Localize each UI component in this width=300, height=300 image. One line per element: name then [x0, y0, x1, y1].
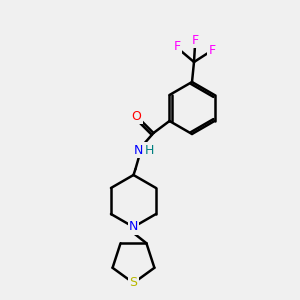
Text: F: F: [173, 40, 181, 53]
Text: S: S: [130, 277, 137, 290]
Text: O: O: [131, 110, 141, 122]
Text: N: N: [129, 220, 138, 233]
Text: F: F: [208, 44, 216, 56]
Text: H: H: [145, 143, 154, 157]
Text: F: F: [191, 34, 199, 46]
Text: N: N: [134, 143, 143, 157]
